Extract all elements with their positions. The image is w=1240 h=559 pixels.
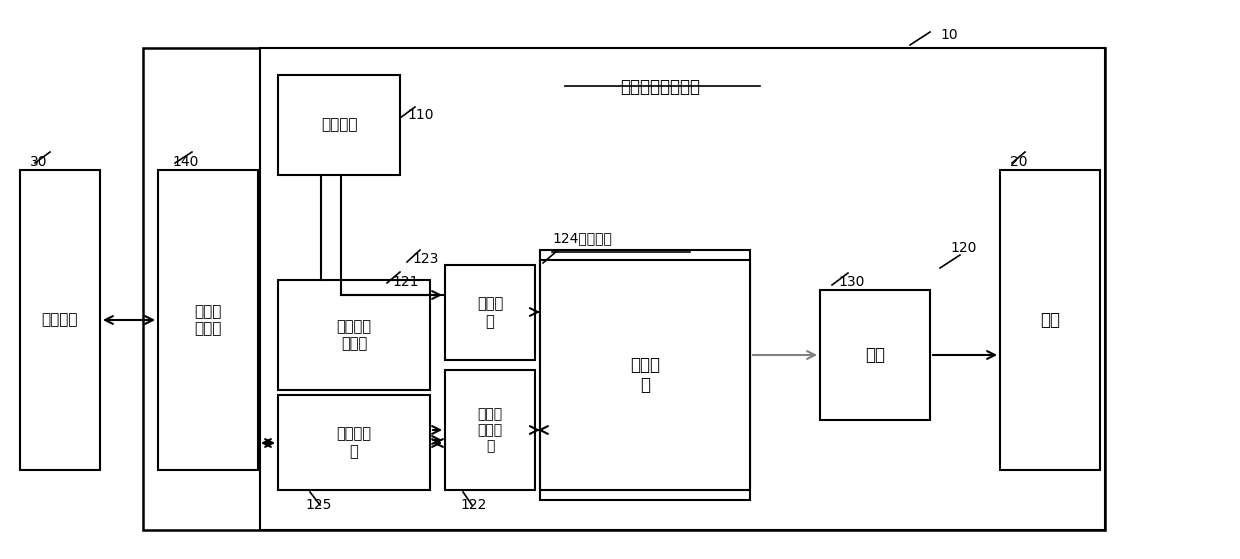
- Text: 30: 30: [30, 155, 47, 169]
- Bar: [539, 260, 750, 490]
- Text: 无线通
讯装置: 无线通 讯装置: [195, 304, 222, 336]
- Bar: [539, 250, 750, 500]
- Text: 外部终端: 外部终端: [42, 312, 78, 328]
- Text: 125: 125: [305, 498, 331, 512]
- Text: 121: 121: [392, 275, 419, 289]
- Text: 120: 120: [950, 241, 976, 255]
- Bar: [278, 395, 430, 490]
- Bar: [278, 280, 430, 390]
- Bar: [20, 170, 100, 470]
- Text: 130: 130: [838, 275, 864, 289]
- Text: 无线语音适配装置: 无线语音适配装置: [620, 78, 701, 96]
- Text: 唤醒单
元: 唤醒单 元: [477, 296, 503, 329]
- Bar: [999, 170, 1100, 470]
- Text: 主控制
器: 主控制 器: [630, 356, 660, 395]
- Text: 协议处理
器: 协议处理 器: [336, 427, 372, 459]
- Text: 脉冲编码
调制器: 脉冲编码 调制器: [336, 319, 372, 351]
- Text: 123: 123: [412, 252, 439, 266]
- Text: 10: 10: [940, 28, 957, 42]
- Text: 音箱: 音箱: [1040, 311, 1060, 329]
- Bar: [820, 290, 930, 420]
- Bar: [143, 48, 1105, 530]
- Bar: [445, 370, 534, 490]
- Bar: [278, 75, 401, 175]
- Text: 110: 110: [407, 108, 434, 122]
- Text: 数字信
号处理
器: 数字信 号处理 器: [477, 407, 502, 453]
- Bar: [445, 265, 534, 360]
- Text: 140: 140: [172, 155, 198, 169]
- Text: 接口: 接口: [866, 346, 885, 364]
- Bar: [260, 48, 1105, 530]
- Text: 拾音装置: 拾音装置: [321, 117, 357, 132]
- Bar: [157, 170, 258, 470]
- Text: 122: 122: [460, 498, 486, 512]
- Text: 20: 20: [1011, 155, 1028, 169]
- Text: 124主控装置: 124主控装置: [552, 231, 611, 245]
